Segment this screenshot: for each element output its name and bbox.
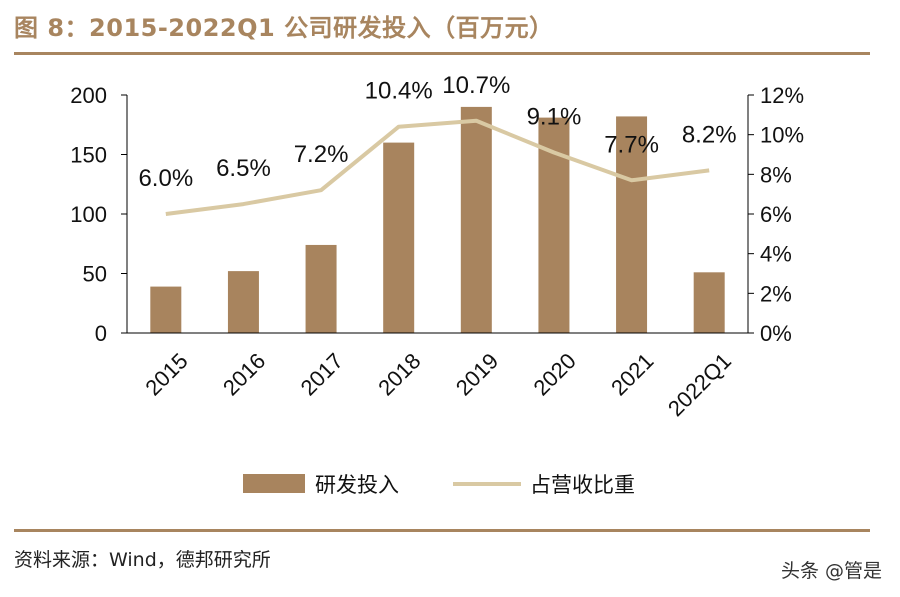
ratio-label: 10.7%	[442, 72, 510, 99]
ratio-label: 7.2%	[294, 141, 349, 168]
left-tick-label: 0	[95, 321, 107, 346]
right-axis-ticks: 0% 2% 4% 6% 8% 10% 12%	[748, 83, 804, 346]
line-series	[165, 118, 710, 216]
bottom-rule	[14, 529, 870, 532]
line-data-labels: 6.0% 6.5% 7.2% 10.4% 10.7% 9.1% 7.7% 8.2%	[138, 72, 736, 192]
bar-series	[150, 106, 725, 334]
category-label: 2018	[373, 348, 425, 400]
right-tick-label: 10%	[760, 123, 804, 148]
ratio-label: 7.7%	[604, 131, 659, 158]
bar-2021	[616, 116, 648, 333]
right-tick-label: 4%	[760, 242, 792, 267]
category-label: 2022Q1	[663, 348, 736, 421]
ratio-label: 6.5%	[216, 155, 271, 182]
ratio-label: 10.4%	[365, 78, 433, 105]
right-tick-label: 6%	[760, 202, 792, 227]
source-note: 资料来源：Wind，德邦研究所	[14, 549, 271, 571]
category-label: 2021	[606, 348, 658, 400]
legend-bar-swatch	[243, 474, 305, 493]
bar-2018	[383, 142, 415, 333]
category-labels: 2015 2016 2017 2018 2019 2020 2021 2022Q1	[140, 348, 736, 421]
right-tick-label: 2%	[760, 281, 792, 306]
left-tick-label: 100	[70, 202, 107, 227]
bar-2019	[460, 106, 492, 334]
ratio-label: 9.1%	[527, 104, 582, 131]
category-label: 2019	[451, 348, 503, 400]
watermark: 头条 @管是	[780, 560, 882, 582]
top-rule	[14, 52, 870, 55]
ratio-label: 8.2%	[682, 121, 737, 148]
category-label: 2015	[140, 348, 192, 400]
bar-2017	[305, 244, 337, 333]
bar-2015	[150, 286, 182, 333]
left-axis-ticks: 0 50 100 150 200	[70, 83, 127, 346]
category-label: 2017	[296, 348, 348, 400]
ratio-line	[165, 118, 710, 216]
bar-2016	[227, 271, 259, 333]
legend-bar-label: 研发投入	[315, 473, 399, 497]
category-label: 2020	[528, 348, 580, 400]
right-tick-label: 0%	[760, 321, 792, 346]
chart-title: 图 8：2015-2022Q1 公司研发投入（百万元）	[14, 14, 554, 42]
left-tick-label: 200	[70, 83, 107, 108]
right-tick-label: 12%	[760, 83, 804, 108]
ratio-label: 6.0%	[138, 165, 193, 192]
bar-2022Q1	[693, 272, 725, 333]
left-tick-label: 150	[70, 143, 107, 168]
left-tick-label: 50	[83, 262, 107, 287]
legend-line-label: 占营收比重	[530, 473, 635, 497]
category-label: 2016	[218, 348, 270, 400]
right-tick-label: 8%	[760, 162, 792, 187]
legend: 研发投入 占营收比重	[243, 473, 635, 497]
